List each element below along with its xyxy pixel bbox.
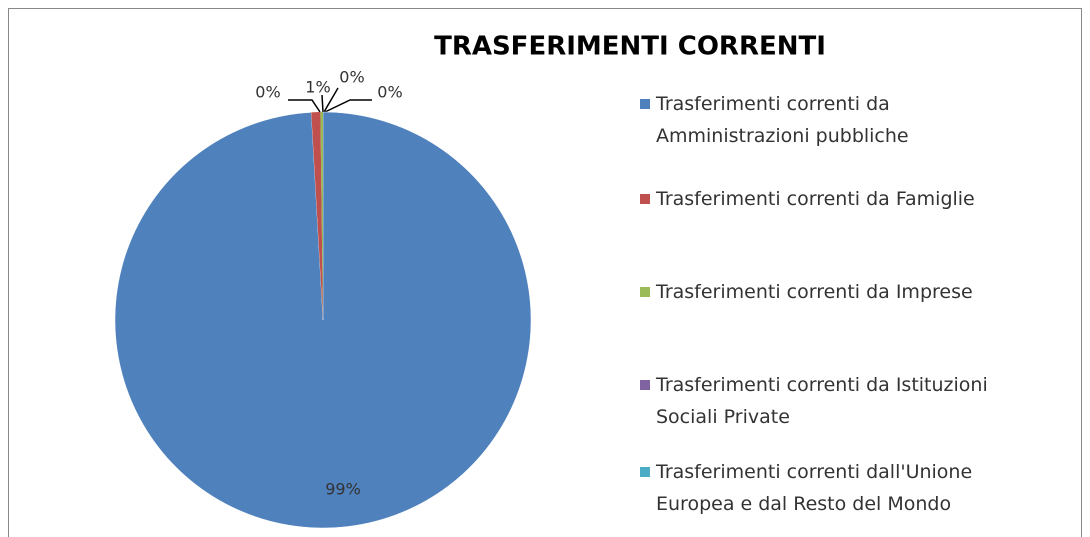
chart-title: TRASFERIMENTI CORRENTI <box>434 32 826 62</box>
legend-swatch <box>640 287 650 297</box>
leader-line <box>323 87 339 113</box>
legend-swatch <box>640 99 650 109</box>
legend-label: Trasferimenti correnti da Istituzioni So… <box>656 374 988 428</box>
legend-swatch <box>640 380 650 390</box>
data-label: 1% <box>305 78 330 97</box>
legend-swatch <box>640 467 650 477</box>
data-label: 0% <box>255 83 280 102</box>
data-label: 0% <box>339 68 364 87</box>
data-label: 99% <box>325 480 361 499</box>
legend-label: Trasferimenti correnti da Famiglie <box>656 188 975 210</box>
legend-item: Trasferimenti correnti dall'Unione Europ… <box>640 456 1036 520</box>
leader-line <box>288 99 321 113</box>
legend-swatch <box>640 194 650 204</box>
legend-item: Trasferimenti correnti da Famiglie <box>640 183 1036 215</box>
legend-item: Trasferimenti correnti da Imprese <box>640 276 1036 308</box>
legend-item: Trasferimenti correnti da Amministrazion… <box>640 88 1036 152</box>
legend-label: Trasferimenti correnti da Amministrazion… <box>656 93 909 147</box>
legend-label: Trasferimenti correnti da Imprese <box>656 281 973 303</box>
legend-item: Trasferimenti correnti da Istituzioni So… <box>640 369 1036 433</box>
data-label: 0% <box>377 83 402 102</box>
legend-label: Trasferimenti correnti dall'Unione Europ… <box>656 461 973 515</box>
pie-slice <box>320 112 323 320</box>
pie-slice <box>114 111 532 529</box>
leader-line <box>321 94 324 113</box>
leader-lines <box>288 87 372 113</box>
pie-slice <box>311 112 323 321</box>
leader-line <box>324 99 372 113</box>
